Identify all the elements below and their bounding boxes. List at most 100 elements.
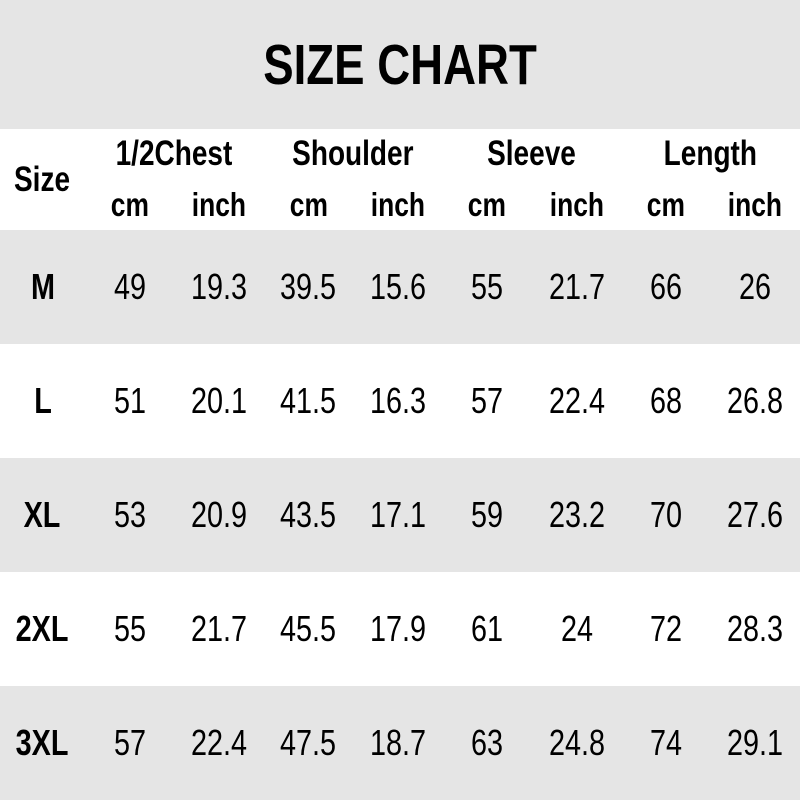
row-size-label: 3XL	[0, 686, 85, 800]
column-group-length-label: Length	[663, 134, 758, 174]
measurement-value: 17.1	[353, 458, 442, 572]
table-row-l: L 51 20.1 41.5 16.3 57 22.4 68 26.8	[0, 344, 800, 458]
measurement-value-label: 21.7	[548, 266, 605, 307]
measurement-value: 28.3	[711, 572, 800, 686]
column-group-sleeve-label: Sleeve	[487, 134, 577, 174]
measurement-value-label: 28.3	[727, 608, 784, 649]
measurement-value: 57	[443, 344, 532, 458]
table-row-xl: XL 53 20.9 43.5 17.1 59 23.2 70 27.6	[0, 458, 800, 572]
measurement-value-label: 22.4	[548, 380, 605, 421]
measurement-value-label: 29.1	[727, 722, 784, 763]
measurement-value-label: 51	[113, 380, 146, 421]
measurement-value: 66	[621, 230, 710, 344]
table-row-2xl: 2XL 55 21.7 45.5 17.9 61 24 72 28.3	[0, 572, 800, 686]
measurement-value-label: 24	[560, 608, 593, 649]
measurement-value: 27.6	[711, 458, 800, 572]
measurement-value-label: 70	[649, 494, 682, 535]
measurement-value-label: 43.5	[280, 494, 337, 535]
column-group-sleeve: Sleeve	[443, 129, 622, 180]
measurement-value: 57	[85, 686, 174, 800]
row-size-label-label: L	[33, 380, 52, 421]
table-row-3xl: 3XL 57 22.4 47.5 18.7 63 24.8 74 29.1	[0, 686, 800, 800]
measurement-value-label: 57	[113, 722, 146, 763]
column-subheader-inch-label: inch	[370, 185, 425, 223]
column-subheader-inch-label: inch	[191, 185, 247, 223]
measurement-value-label: 68	[649, 380, 682, 421]
table-body: M 49 19.3 39.5 15.6 55 21.7 66 26 L 51 20.1 41.5 16.3…	[0, 230, 800, 800]
column-subheader-inch: inch	[353, 180, 442, 231]
column-subheader-cm: cm	[85, 180, 174, 231]
measurement-value-label: 26	[739, 266, 772, 307]
measurement-value-label: 74	[649, 722, 682, 763]
measurement-value: 39.5	[264, 230, 353, 344]
table-row-m: M 49 19.3 39.5 15.6 55 21.7 66 26	[0, 230, 800, 344]
measurement-value-label: 47.5	[280, 722, 337, 763]
row-size-label-label: 3XL	[16, 722, 69, 763]
column-subheader-cm-label: cm	[646, 185, 686, 223]
measurement-value-label: 23.2	[548, 494, 605, 535]
measurement-value-label: 17.9	[369, 608, 426, 649]
column-group-shoulder-label: Shoulder	[292, 134, 414, 174]
column-subheader-cm: cm	[264, 180, 353, 231]
measurement-value: 55	[443, 230, 532, 344]
measurement-value-label: 20.1	[191, 380, 248, 421]
row-size-label-label: M	[30, 266, 55, 307]
measurement-value-label: 21.7	[191, 608, 248, 649]
measurement-value: 18.7	[353, 686, 442, 800]
measurement-value: 45.5	[264, 572, 353, 686]
column-group-half-chest: 1/2Chest	[85, 129, 264, 180]
measurement-value: 59	[443, 458, 532, 572]
title-band: SIZE CHART	[0, 0, 800, 129]
measurement-value: 70	[621, 458, 710, 572]
measurement-value-label: 16.3	[369, 380, 426, 421]
measurement-value: 19.3	[174, 230, 263, 344]
measurement-value: 24	[532, 572, 621, 686]
row-size-label-label: 2XL	[16, 608, 69, 649]
table-header: Size 1/2Chest Shoulder Sleeve Length cm inch c…	[0, 129, 800, 230]
measurement-value: 22.4	[532, 344, 621, 458]
measurement-value: 55	[85, 572, 174, 686]
measurement-value: 47.5	[264, 686, 353, 800]
row-size-label: 2XL	[0, 572, 85, 686]
measurement-value-label: 26.8	[727, 380, 784, 421]
measurement-value-label: 57	[471, 380, 504, 421]
column-subheader-cm-label: cm	[289, 185, 328, 223]
measurement-value-label: 27.6	[727, 494, 784, 535]
measurement-value: 43.5	[264, 458, 353, 572]
measurement-value-label: 45.5	[280, 608, 337, 649]
column-subheader-inch: inch	[711, 180, 800, 231]
page-title: SIZE CHART	[263, 32, 537, 97]
measurement-value: 72	[621, 572, 710, 686]
measurement-value-label: 55	[471, 266, 504, 307]
measurement-value: 74	[621, 686, 710, 800]
column-header-size-label: Size	[14, 159, 71, 199]
measurement-value: 49	[85, 230, 174, 344]
measurement-value-label: 49	[113, 266, 146, 307]
measurement-value: 21.7	[174, 572, 263, 686]
column-subheader-inch: inch	[174, 180, 263, 231]
measurement-value: 53	[85, 458, 174, 572]
measurement-value-label: 63	[471, 722, 504, 763]
measurement-value: 29.1	[711, 686, 800, 800]
measurement-value-label: 53	[113, 494, 146, 535]
measurement-value: 21.7	[532, 230, 621, 344]
measurement-value: 61	[443, 572, 532, 686]
measurement-value: 22.4	[174, 686, 263, 800]
column-group-length: Length	[621, 129, 800, 180]
column-subheader-cm-label: cm	[110, 185, 149, 223]
row-size-label: M	[0, 230, 85, 344]
measurement-value: 23.2	[532, 458, 621, 572]
measurement-value: 17.9	[353, 572, 442, 686]
measurement-value: 16.3	[353, 344, 442, 458]
column-subheader-inch-label: inch	[728, 185, 783, 223]
measurement-value-label: 17.1	[369, 494, 426, 535]
column-subheader-cm-label: cm	[468, 185, 507, 223]
measurement-value: 20.1	[174, 344, 263, 458]
measurement-value-label: 18.7	[369, 722, 426, 763]
measurement-value-label: 55	[113, 608, 146, 649]
measurement-value-label: 20.9	[191, 494, 248, 535]
row-size-label: XL	[0, 458, 85, 572]
column-subheader-inch: inch	[532, 180, 621, 231]
measurement-value: 20.9	[174, 458, 263, 572]
